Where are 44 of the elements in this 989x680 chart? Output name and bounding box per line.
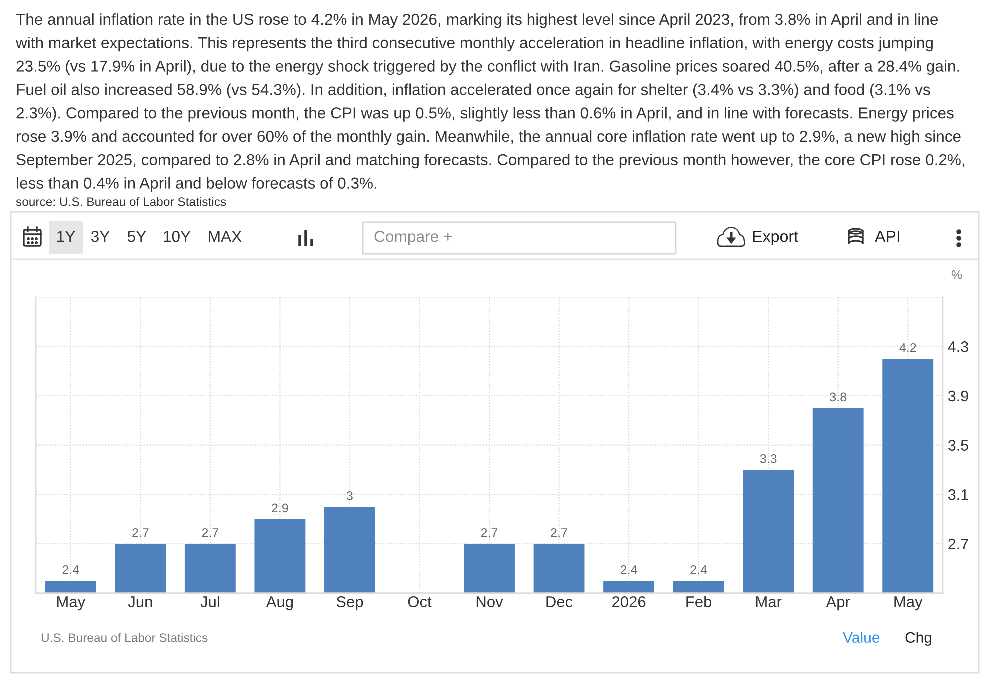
source-note: source: U.S. Bureau of Labor Statistics <box>16 197 226 206</box>
x-tick-label: Aug <box>266 596 294 611</box>
text: MAX <box>209 231 242 242</box>
text: API <box>875 231 900 242</box>
text: Value <box>843 632 880 644</box>
text: Chg <box>906 632 932 646</box>
x-tick-label: Nov <box>476 596 504 608</box>
x-tick-label: 2026 <box>612 596 646 608</box>
y-axis-title: % <box>952 270 962 280</box>
text: Export <box>753 231 798 246</box>
data-label: 2.7 <box>132 528 149 538</box>
data-label: 3.8 <box>830 392 846 402</box>
text: 5Y <box>128 231 146 242</box>
x-tick-label: Sep <box>336 596 364 611</box>
data-label: 2.7 <box>481 528 498 538</box>
x-tick-label: Apr <box>826 596 850 611</box>
y-tick-label: 3.1 <box>948 490 968 500</box>
data-label: 2.4 <box>690 565 708 574</box>
data-label: 4.2 <box>900 343 916 352</box>
x-tick-label: Jul <box>200 596 220 608</box>
data-label: 2.7 <box>551 528 568 538</box>
y-tick-label: 3.9 <box>948 390 968 402</box>
x-tick-label: Feb <box>686 596 712 608</box>
text: Compare + <box>374 231 452 246</box>
x-tick-label: Oct <box>408 596 432 608</box>
x-tick-label: Mar <box>756 596 782 608</box>
x-tick-label: May <box>57 596 86 611</box>
data-label: 3.3 <box>760 454 777 464</box>
text: 1Y <box>58 231 76 242</box>
y-tick-label: 4.3 <box>948 342 968 352</box>
data-label: 2.4 <box>620 565 638 574</box>
data-label: 2.9 <box>272 504 288 513</box>
data-label: 2.4 <box>62 565 80 574</box>
x-tick-label: Dec <box>546 596 573 608</box>
y-tick-label: 3.5 <box>948 440 968 451</box>
chart-subtitle: The annual inflation rate in the US rose to 4.2% in May 2026, marking its highest level since April 2023, from 3.8% in April and in line with market expectations. This represents the third consecutive monthly acceleration in headline inflation, with energy costs jumping 23.5% (vs 17.9% in April), due to the energy shock triggered by the conflict with Iran. Gasoline prices soared 40.5%, after a 28.4% gain. Fuel oil also increased 58.9% (vs 54.3%). In addition, inflation accelerated once again for shelter (3.4% vs 3.3%) and food (3.1% vs 2.3%). Compared to the previous month, the CPI was up 0.5%, slightly less than 0.6% in April, and in line with forecasts. Energy prices rose 3.9% and accounted for over 60% of the monthly gain. Meanwhile, the annual core inflation rate went up to 2.9%, a new high since September 2025, compared to 2.8% in April and matching forecasts. Compared to the previous month however, the core CPI rose 0.2%, less than 0.4% in April and below forecasts of 0.3%. <box>16 14 964 192</box>
y-tick-label: 2.7 <box>948 538 968 550</box>
data-label: 2.7 <box>202 528 218 538</box>
text: 3Y <box>91 231 110 242</box>
x-tick-label: May <box>894 596 923 611</box>
x-tick-label: Jun <box>128 596 152 608</box>
data-label: 3 <box>346 491 353 500</box>
text: 10Y <box>164 231 191 242</box>
text: U.S. Bureau of Labor Statistics <box>42 633 208 642</box>
